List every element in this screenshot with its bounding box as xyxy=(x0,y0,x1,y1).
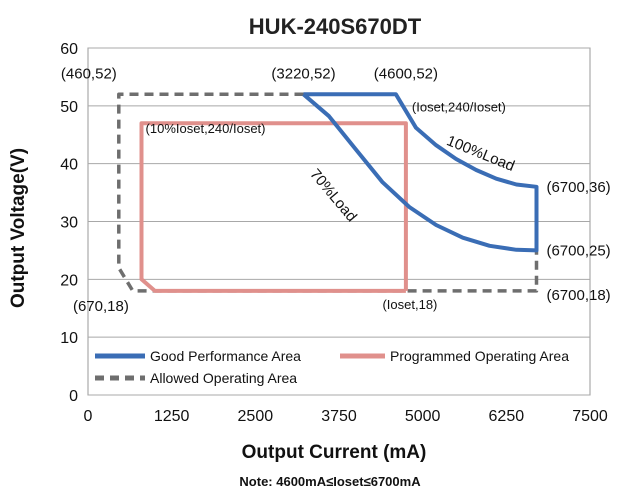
series-good-performance-area xyxy=(302,92,539,253)
y-tick-label: 0 xyxy=(69,388,78,405)
legend: Good Performance Area Programmed Operati… xyxy=(95,348,569,386)
x-tick-label: 3750 xyxy=(321,408,357,425)
series-programmed-operating-area xyxy=(139,121,408,293)
x-tick-label: 6250 xyxy=(489,408,525,425)
annotation-label: (10%Ioset,240/Ioset) xyxy=(146,121,266,136)
series-allowed-operating-area xyxy=(117,92,539,293)
annotation-label: 100%Load xyxy=(444,132,517,175)
annotation-label: (6700,36) xyxy=(546,179,610,196)
y-tick-label: 50 xyxy=(60,99,78,116)
x-tick-label: 2500 xyxy=(238,408,274,425)
chart-title: HUK-240S670DT xyxy=(249,14,422,39)
y-tick-label: 40 xyxy=(60,157,78,174)
y-tick-label: 20 xyxy=(60,272,78,289)
annotation-label: (460,52) xyxy=(61,65,117,82)
y-tick-labels: 0 10 20 30 40 50 60 xyxy=(60,41,78,405)
y-tick-label: 30 xyxy=(60,215,78,232)
annotation-label: (6700,25) xyxy=(546,242,610,259)
x-tick-label: 5000 xyxy=(405,408,441,425)
legend-label-good-performance: Good Performance Area xyxy=(150,348,301,364)
annotation-label: (3220,52) xyxy=(271,65,335,82)
x-tick-label: 0 xyxy=(84,408,93,425)
footnote: Note: 4600mA≤Ioset≤6700mA xyxy=(239,474,421,489)
series-layer xyxy=(117,92,539,293)
annotation-label: (670,18) xyxy=(73,298,129,315)
annotation-label: (6700,18) xyxy=(546,287,610,304)
x-tick-label: 1250 xyxy=(154,408,190,425)
annotation-label: (Ioset,240/Ioset) xyxy=(412,100,506,115)
x-tick-labels: 0 1250 2500 3750 5000 6250 7500 xyxy=(84,408,608,425)
x-tick-label: 7500 xyxy=(572,408,608,425)
annotation-label: (4600,52) xyxy=(374,65,438,82)
annotation-label: 70%Load xyxy=(306,166,360,225)
y-axis-label: Output Voltage(V) xyxy=(8,148,29,308)
x-axis-label: Output Current (mA) xyxy=(242,442,427,463)
legend-label-allowed-operating: Allowed Operating Area xyxy=(150,370,297,386)
y-tick-label: 10 xyxy=(60,330,78,347)
legend-label-programmed-operating: Programmed Operating Area xyxy=(390,348,569,364)
annotation-label: (Ioset,18) xyxy=(382,297,437,312)
y-tick-label: 60 xyxy=(60,41,78,58)
gridlines xyxy=(88,47,590,396)
